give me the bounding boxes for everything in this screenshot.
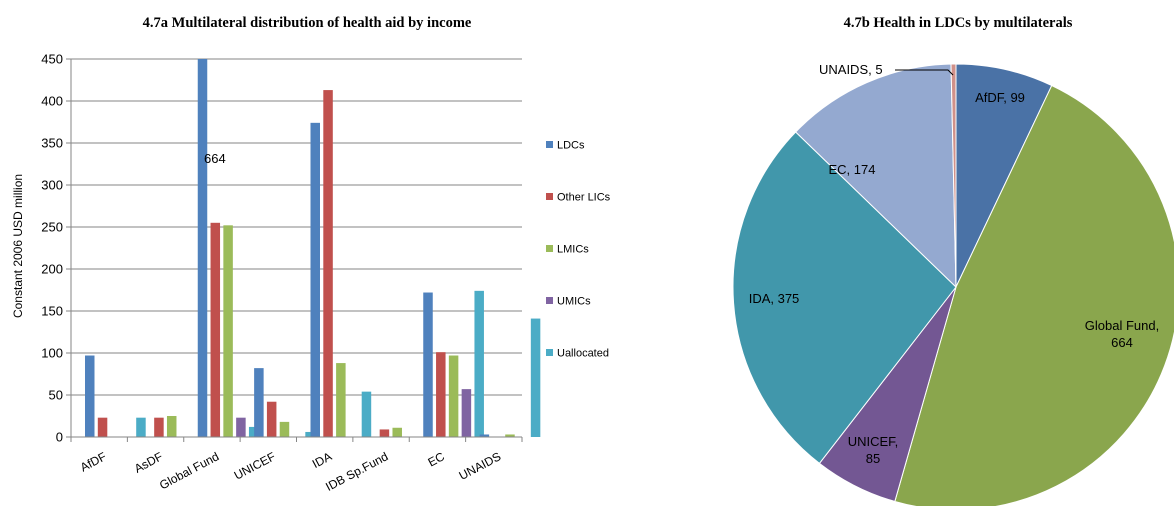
pie-slices: [732, 63, 1174, 511]
legend-swatch: [546, 349, 553, 356]
bar: [479, 434, 490, 437]
legend-label: Uallocated: [557, 348, 609, 360]
bar: [505, 434, 515, 437]
y-tick-label: 100: [41, 346, 63, 361]
bar-gridlines: [71, 58, 522, 396]
bar: [85, 355, 95, 437]
pie-label: IDA, 375: [749, 291, 800, 306]
bar-chart-title: 4.7a Multilateral distribution of health…: [143, 15, 472, 31]
pie-chart-title: 4.7b Health in LDCs by multilaterals: [844, 15, 1073, 31]
legend: LDCs Other LICs LMICs UMICs Uallocated: [546, 140, 611, 360]
bar: [392, 427, 402, 437]
legend-swatch: [546, 141, 553, 148]
legend-label: Other LICs: [557, 192, 611, 204]
y-tick-label: 450: [41, 52, 63, 67]
pie-leader-line: [895, 69, 954, 76]
y-tick-label: 0: [56, 430, 63, 445]
pie-label: AfDF, 99: [975, 90, 1025, 105]
x-tick-label: IDA: [310, 449, 334, 471]
bar: [474, 290, 484, 437]
bar: [336, 363, 346, 437]
legend-swatch: [546, 297, 553, 304]
pie-slice: [732, 131, 957, 465]
pie-chart: 4.7b Health in LDCs by multilaterals AfD…: [732, 15, 1174, 511]
pie-label: UNICEF, 85: [848, 434, 899, 466]
bar: [248, 426, 259, 437]
bar: [279, 421, 290, 437]
legend-label: UMICs: [557, 296, 591, 308]
bar: [136, 417, 146, 437]
x-tick-label: IDB Sp.Fund: [323, 449, 390, 494]
bar: [305, 431, 315, 437]
y-axis-ticks: 0 50 100 150 200 250 300 350 400 450: [41, 52, 72, 445]
bar: [379, 429, 390, 437]
bar-marks: [85, 59, 541, 437]
y-tick-label: 50: [49, 388, 63, 403]
bar: [361, 391, 372, 437]
bar-chart: 4.7a Multilateral distribution of health…: [11, 15, 611, 494]
legend-label: LMICs: [557, 244, 589, 256]
pie-label: EC, 174: [829, 162, 876, 177]
overflow-annotation: 664: [204, 151, 226, 166]
x-tick-label: UNAIDS: [457, 449, 504, 483]
bar: [461, 389, 472, 437]
bar: [210, 222, 221, 437]
bar: [448, 355, 459, 437]
x-tick-label: AsDF: [132, 449, 165, 475]
x-tick-label: Global Fund: [157, 449, 221, 492]
y-tick-label: 150: [41, 304, 63, 319]
bar: [166, 416, 177, 437]
y-axis-label: Constant 2006 USD million: [11, 174, 25, 318]
x-tick-label: UNICEF: [232, 449, 278, 482]
pie-slice: [794, 63, 957, 289]
y-tick-label: 350: [41, 136, 63, 151]
bar: [197, 59, 208, 437]
bar: [530, 318, 541, 437]
bar: [310, 122, 320, 437]
y-tick-label: 200: [41, 262, 63, 277]
bar: [323, 90, 333, 437]
x-axis-ticks: [70, 437, 523, 442]
bar: [97, 417, 108, 437]
bar: [254, 368, 264, 437]
pie-label: UNAIDS, 5: [819, 62, 883, 77]
pie-label: Global Fund, 664: [1085, 318, 1159, 350]
bar: [423, 292, 433, 437]
pie-slice: [950, 63, 957, 288]
bar: [154, 417, 164, 437]
x-tick-label: AfDF: [78, 449, 109, 474]
bar: [223, 225, 233, 437]
legend-swatch: [546, 193, 553, 200]
bar: [436, 352, 446, 437]
pie-labels: AfDF, 99 Global Fund, 664 UNICEF, 85 IDA, 375…: [749, 62, 1160, 466]
y-tick-label: 250: [41, 220, 63, 235]
bar: [236, 417, 246, 437]
x-tick-label: EC: [426, 449, 448, 469]
legend-swatch: [546, 245, 553, 252]
bar: [266, 401, 277, 437]
legend-label: LDCs: [557, 140, 585, 152]
y-tick-label: 400: [41, 94, 63, 109]
y-tick-label: 300: [41, 178, 63, 193]
